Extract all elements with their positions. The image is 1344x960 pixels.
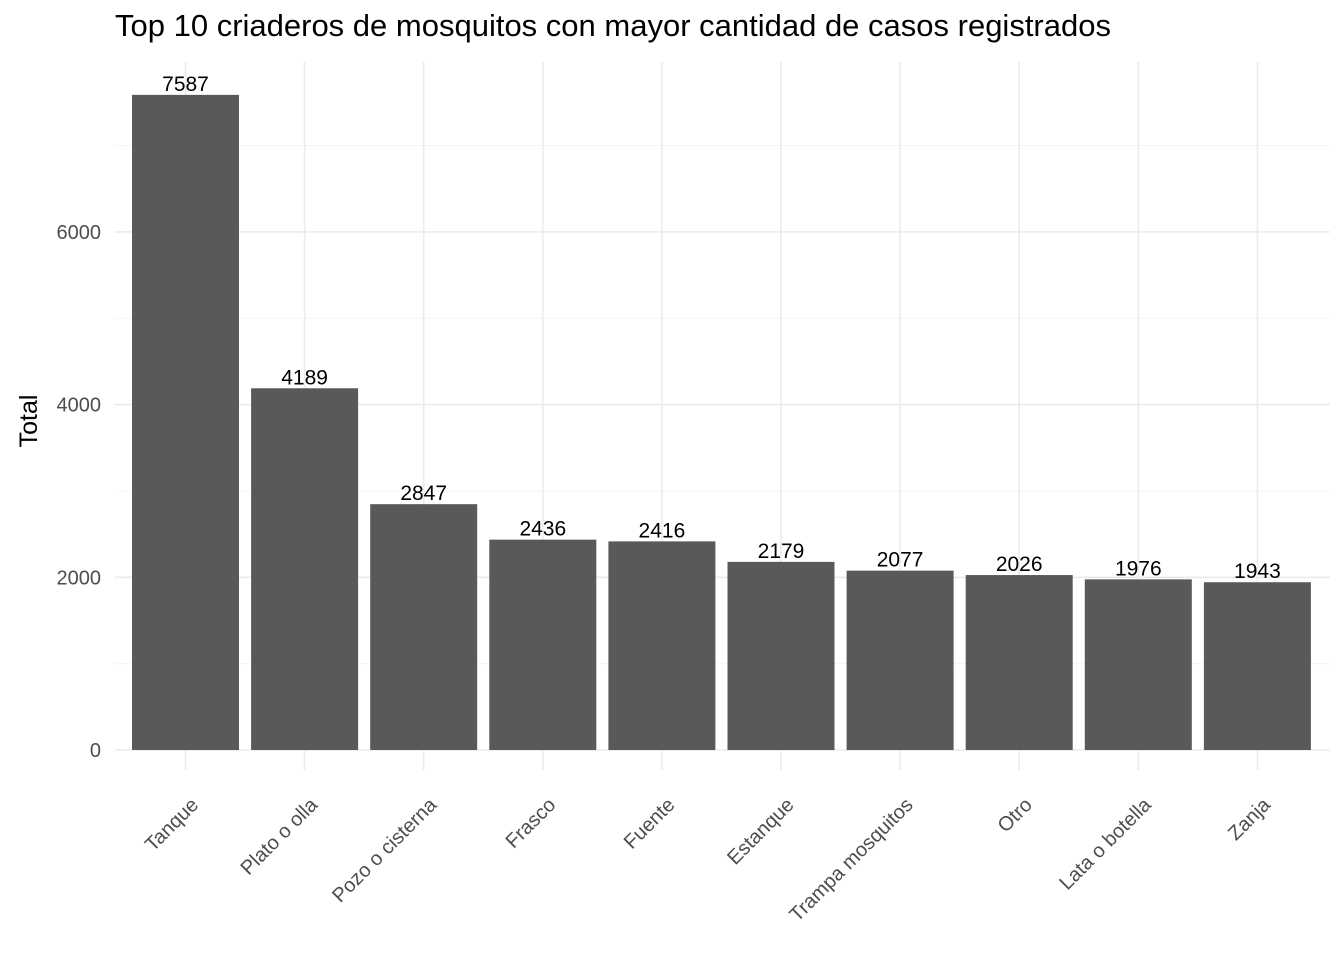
y-tick-label: 2000 <box>57 567 102 589</box>
data-label: 2179 <box>758 540 805 563</box>
x-tick-label: Lata o botella <box>1055 793 1156 894</box>
y-tick-label: 0 <box>90 740 101 762</box>
y-axis: 0 2000 4000 6000 <box>57 222 102 762</box>
y-tick-label: 4000 <box>57 395 102 417</box>
data-label: 2436 <box>519 518 566 541</box>
y-tick-label: 6000 <box>57 222 102 244</box>
bar <box>251 388 359 750</box>
bar <box>1203 582 1311 750</box>
x-tick-label: Frasco <box>502 794 561 853</box>
y-axis-title: Total <box>15 395 43 448</box>
bar <box>370 504 478 750</box>
data-label: 7587 <box>162 73 209 96</box>
x-tick-label: Plato o olla <box>237 793 323 879</box>
data-label: 2847 <box>400 482 447 505</box>
data-label: 4189 <box>281 366 328 389</box>
bar <box>132 94 239 750</box>
data-label: 2077 <box>877 549 924 572</box>
bar <box>1084 579 1192 750</box>
bar <box>965 575 1073 750</box>
bar <box>727 561 835 750</box>
bar <box>608 541 716 750</box>
x-axis: Tanque Plato o olla Pozo o cisterna Frasco F… <box>141 793 1275 926</box>
x-tick-label: Estanque <box>723 794 798 869</box>
x-tick-label: Otro <box>994 794 1037 837</box>
data-label: 1943 <box>1234 560 1281 583</box>
data-label: 2026 <box>996 553 1043 576</box>
x-tick-label: Trampa mosquitos <box>785 794 917 926</box>
data-label: 1976 <box>1115 557 1162 580</box>
bars <box>132 94 1311 750</box>
data-label: 2416 <box>639 519 686 542</box>
x-tick-label: Zanja <box>1224 793 1276 845</box>
bar <box>846 570 954 750</box>
x-tick-label: Fuente <box>620 794 680 854</box>
x-tick-label: Tanque <box>141 794 203 856</box>
x-tick-label: Pozo o cisterna <box>328 793 442 907</box>
bar <box>489 539 597 750</box>
data-labels: 7587 4189 2847 2436 2416 2179 2077 2026 1976 1943 <box>162 73 1281 583</box>
chart-title: Top 10 criaderos de mosquitos con mayor … <box>115 8 1111 43</box>
